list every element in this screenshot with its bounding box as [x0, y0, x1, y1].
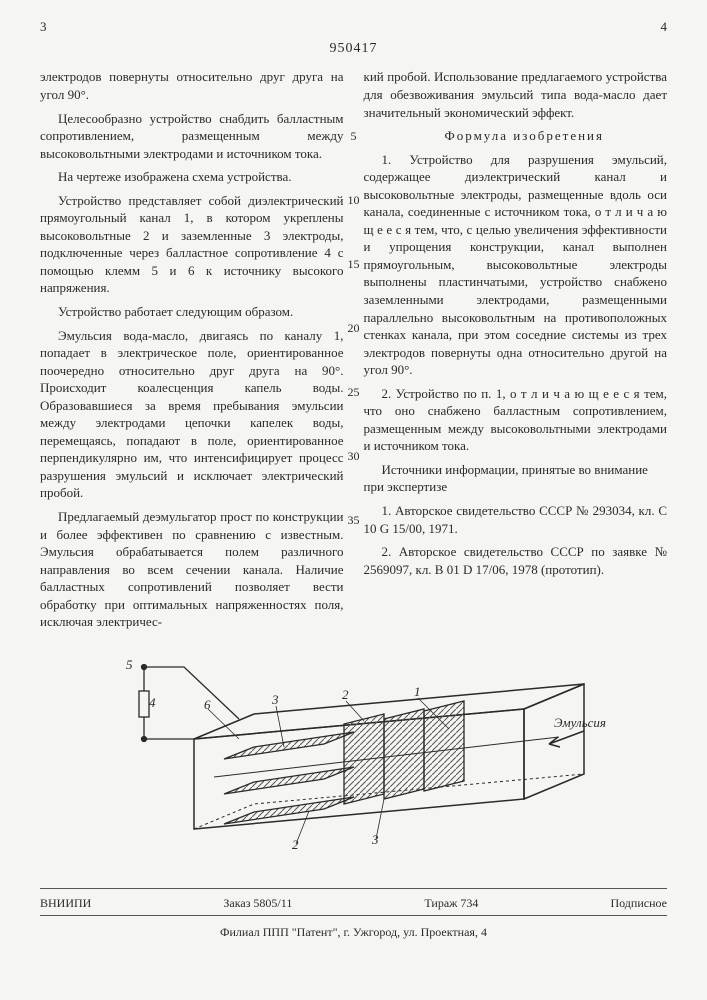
- paragraph: Предлагаемый деэмульгатор прост по конст…: [40, 508, 344, 631]
- paragraph: электродов повернуты относительно друг д…: [40, 68, 344, 103]
- footer-tirazh: Тираж 734: [424, 895, 478, 911]
- ref-5: 5: [126, 657, 133, 672]
- footer-org: ВНИИПИ: [40, 895, 91, 911]
- line-num: 5: [344, 128, 364, 144]
- ref-1: 1: [414, 684, 421, 699]
- ref-2: 2: [342, 687, 349, 702]
- column-numbers: 3 4: [40, 18, 667, 36]
- figure: Эмульсия: [40, 649, 667, 874]
- paragraph: Устройство работает следующим образом.: [40, 303, 344, 321]
- device-diagram: Эмульсия: [84, 649, 624, 874]
- footer: ВНИИПИ Заказ 5805/11 Тираж 734 Подписное…: [40, 888, 667, 940]
- paragraph: кий пробой. Использование предлагаемого …: [364, 68, 668, 121]
- emulsion-label: Эмульсия: [554, 715, 606, 730]
- paragraph: Устройство представляет собой диэлектрич…: [40, 192, 344, 297]
- footer-sign: Подписное: [610, 895, 667, 911]
- source-ref: 2. Авторское свидетельство СССР по заявк…: [364, 543, 668, 578]
- ref-3: 3: [271, 692, 279, 707]
- line-num: 30: [344, 448, 364, 464]
- footer-meta: ВНИИПИ Заказ 5805/11 Тираж 734 Подписное: [40, 893, 667, 913]
- ref-4: 4: [149, 695, 156, 710]
- text-columns: 5 10 15 20 25 30 35 электродов повернуты…: [40, 68, 667, 636]
- paragraph: На чертеже изображена схема устройства.: [40, 168, 344, 186]
- line-num: 20: [344, 320, 364, 336]
- patent-number: 950417: [40, 40, 667, 59]
- right-column: кий пробой. Использование предлагаемого …: [364, 68, 668, 636]
- left-column: электродов повернуты относительно друг д…: [40, 68, 344, 636]
- footer-address: Филиал ППП "Патент", г. Ужгород, ул. Про…: [40, 920, 667, 940]
- line-num: 25: [344, 384, 364, 400]
- ref-3b: 3: [371, 832, 379, 847]
- footer-order: Заказ 5805/11: [223, 895, 292, 911]
- sources-heading: Источники информации, принятые во вниман…: [364, 461, 668, 496]
- right-col-number: 4: [661, 18, 668, 36]
- claim: 2. Устройство по п. 1, о т л и ч а ю щ е…: [364, 385, 668, 455]
- left-col-number: 3: [40, 18, 47, 36]
- source-ref: 1. Авторское свидетельство СССР № 293034…: [364, 502, 668, 537]
- paragraph: Целесообразно устройство снабдить баллас…: [40, 110, 344, 163]
- ref-6: 6: [204, 697, 211, 712]
- line-num: 15: [344, 256, 364, 272]
- claims-heading: Формула изобретения: [364, 127, 668, 145]
- claim: 1. Устройство для разрушения эмульсий, с…: [364, 151, 668, 379]
- paragraph: Эмульсия вода-масло, двигаясь по каналу …: [40, 327, 344, 502]
- patent-page: 3 4 950417 5 10 15 20 25 30 35 электродо…: [0, 0, 707, 1000]
- line-num: 35: [344, 512, 364, 528]
- line-num: 10: [344, 192, 364, 208]
